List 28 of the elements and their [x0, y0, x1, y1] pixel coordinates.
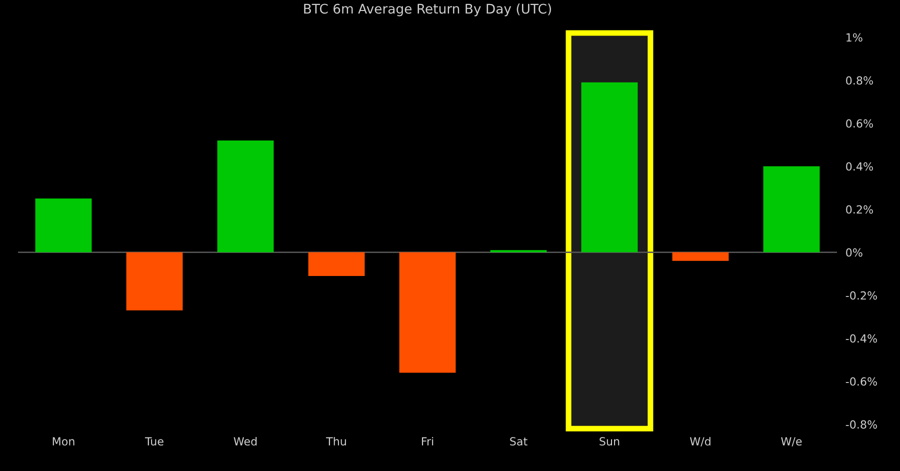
bar	[35, 198, 92, 252]
y-tick-label: 1%	[846, 33, 862, 42]
y-tick-label: -0.8%	[846, 420, 877, 429]
y-tick-label: 0.6%	[846, 119, 873, 128]
x-tick-label: Thu	[326, 436, 346, 446]
bar	[126, 252, 183, 310]
bar	[672, 252, 729, 261]
x-tick-label: Sat	[510, 437, 528, 446]
chart-title: BTC 6m Average Return By Day (UTC)	[304, 4, 552, 16]
x-tick-label: Fri	[422, 436, 434, 446]
x-tick-label: W/d	[690, 436, 710, 446]
y-tick-label: 0%	[846, 248, 862, 257]
bar	[763, 166, 820, 252]
bar	[581, 82, 638, 252]
y-tick-label: 0.8%	[846, 76, 873, 85]
x-tick-label: W/e	[781, 437, 802, 446]
y-tick-label: 0.2%	[846, 205, 873, 214]
y-tick-label: -0.4%	[846, 334, 877, 343]
x-tick-label: Sun	[600, 437, 620, 446]
x-tick-label: Tue	[144, 437, 164, 446]
x-tick-label: Mon	[52, 437, 74, 446]
bar	[217, 140, 274, 252]
y-tick-label: -0.2%	[846, 291, 877, 300]
x-tick-label: Wed	[234, 436, 257, 446]
y-tick-label: -0.6%	[846, 377, 877, 386]
bar	[399, 252, 456, 373]
bar	[308, 252, 365, 276]
y-tick-label: 0.4%	[846, 162, 873, 171]
